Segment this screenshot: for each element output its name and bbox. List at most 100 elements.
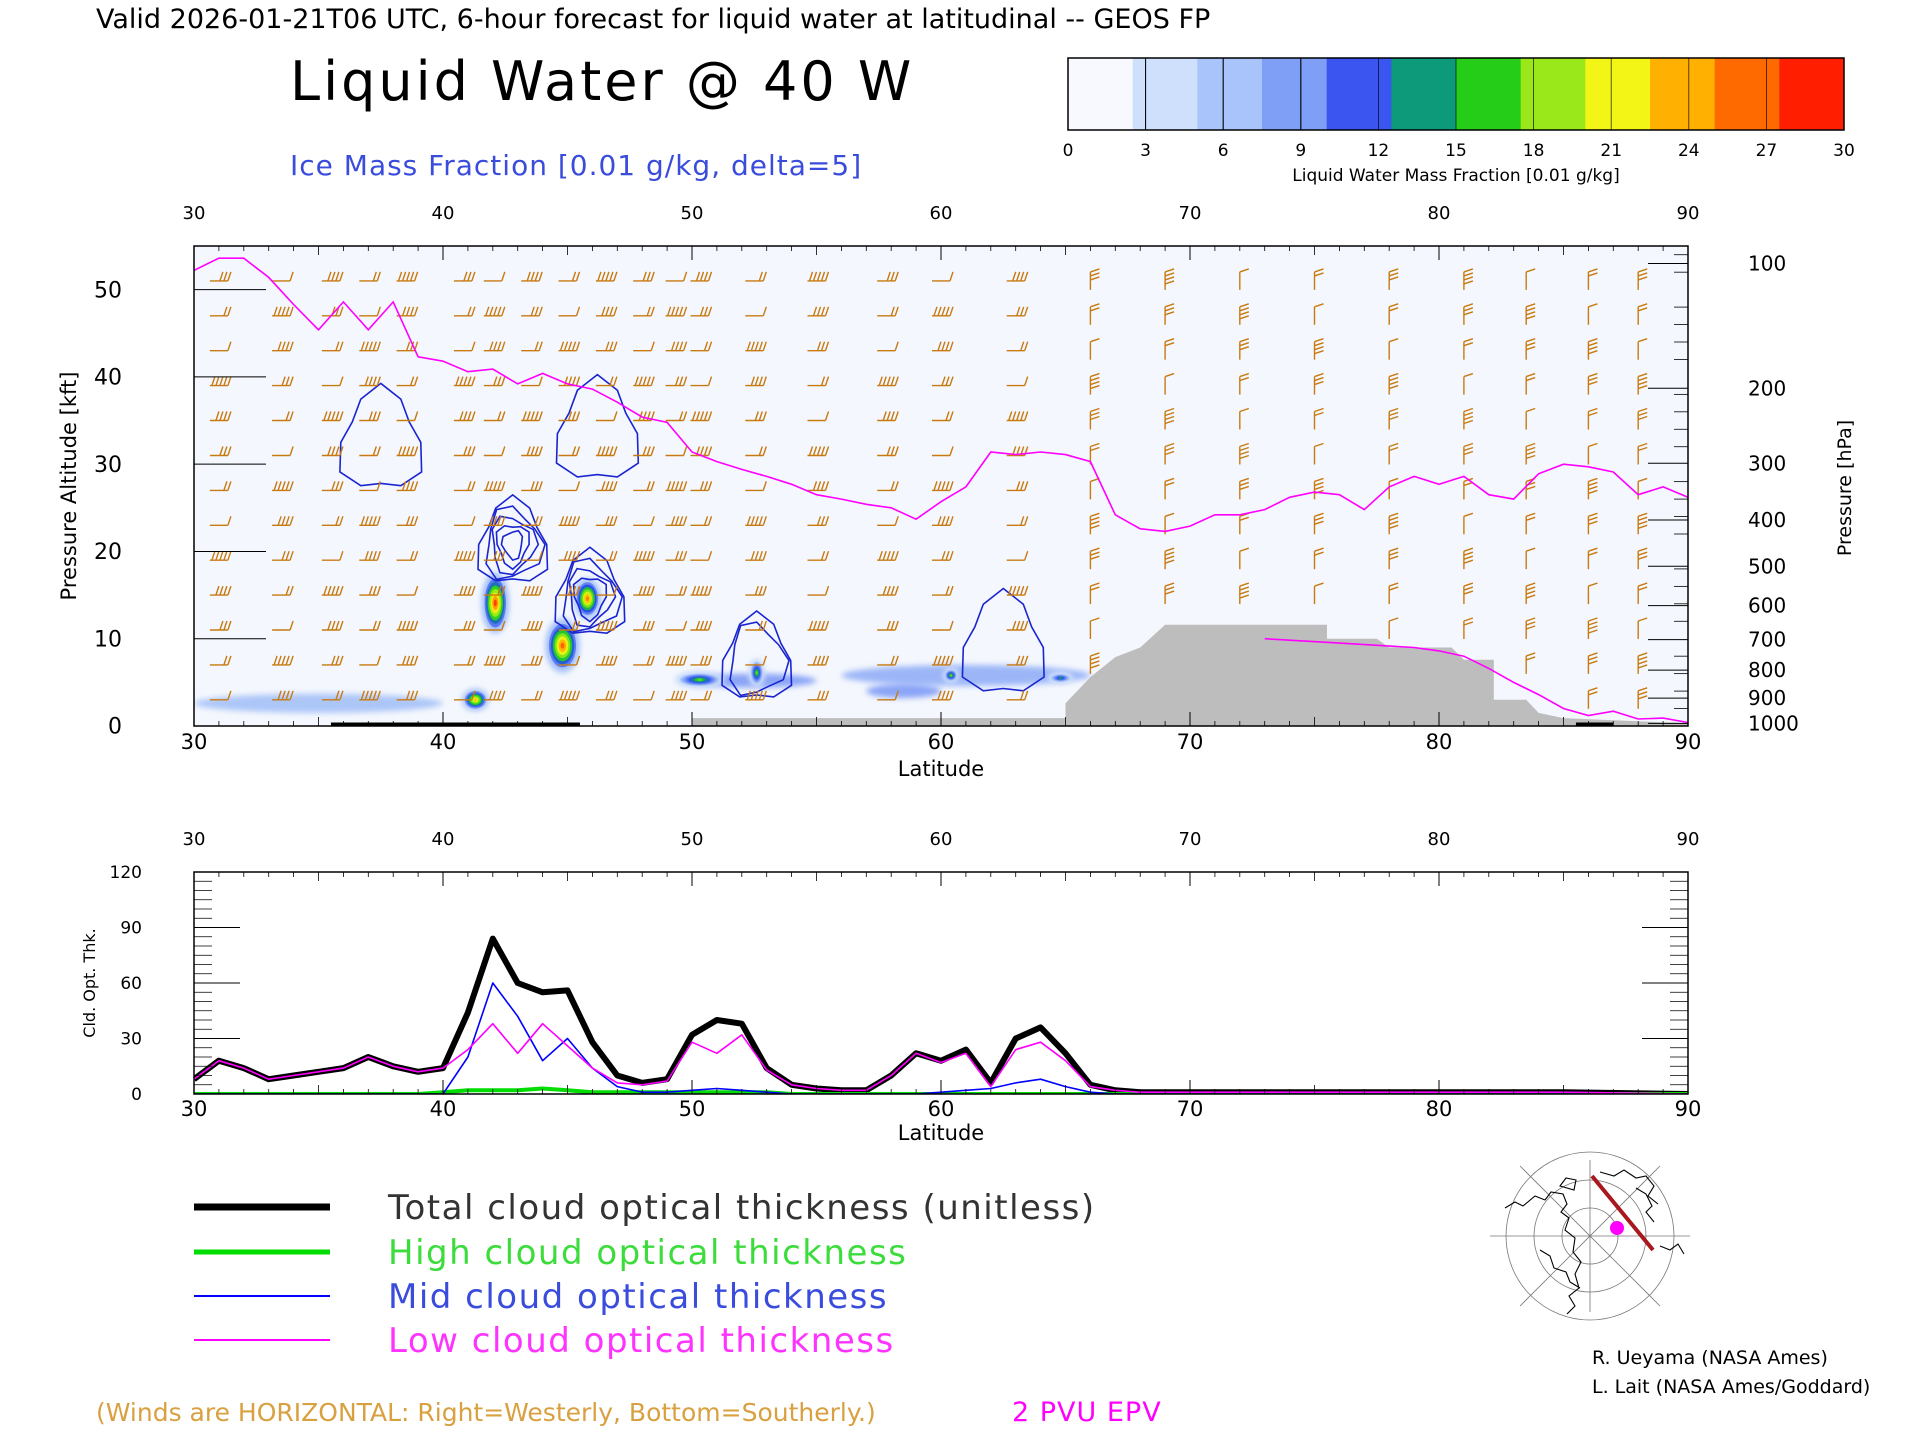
wind-barb-flag	[405, 690, 411, 701]
wind-barb-flag	[1525, 590, 1536, 595]
wind-barb-flag	[1090, 338, 1100, 343]
wind-barb-flag	[227, 690, 232, 701]
wind-barb-flag	[467, 306, 472, 317]
wind-barb-flag	[413, 271, 419, 282]
wind-barb	[1006, 655, 1029, 666]
wind-barb-flag	[1637, 415, 1648, 421]
colorbar-tick-label: 18	[1523, 141, 1545, 161]
wind-barb-flag	[1090, 652, 1100, 657]
wind-barb	[483, 411, 506, 422]
wind-barb	[932, 306, 954, 317]
wind-barb-flag	[678, 411, 684, 421]
wind-barb-flag	[1314, 303, 1324, 308]
wind-barb-flag	[1637, 664, 1648, 669]
wind-barb-flag	[750, 516, 755, 526]
wind-barb	[1089, 547, 1100, 570]
wind-barb-flag	[501, 550, 506, 561]
wind-barb-flag	[646, 620, 651, 631]
map-site-marker	[1610, 1221, 1624, 1235]
wind-barb	[665, 446, 688, 457]
wind-barb-flag	[1637, 376, 1648, 382]
wind-barb	[359, 620, 381, 631]
wind-barb-flag	[567, 516, 573, 526]
wind-barb-flag	[459, 376, 464, 386]
wind-barb-flag	[339, 306, 344, 317]
wind-barb-flag	[1588, 376, 1598, 382]
wind-barb-flag	[890, 376, 895, 386]
wind-barb-flag	[1388, 380, 1399, 386]
wind-barb-flag	[455, 550, 460, 561]
wind-barb-flag	[489, 516, 494, 526]
credit-line-2: L. Lait (NASA Ames/Goddard)	[1592, 1376, 1870, 1398]
wind-barb-flag	[538, 550, 543, 561]
wind-barb-flag	[949, 690, 954, 701]
wind-barb-flag	[707, 655, 713, 666]
wind-barb-flag	[691, 411, 697, 421]
wind-barb-flag	[949, 341, 954, 351]
wind-barb-flag	[1388, 586, 1399, 591]
wind-barb-flag	[1588, 582, 1598, 587]
wind-barb-flag	[1388, 338, 1399, 343]
wind-barb-flag	[409, 306, 415, 317]
wind-barb-flag	[674, 690, 680, 701]
wind-barb-flag	[372, 446, 377, 456]
wind-barb-flag	[949, 516, 954, 526]
wind-barb	[665, 550, 688, 561]
wind-barb	[521, 655, 543, 666]
wind-barb	[1525, 268, 1536, 290]
wind-barb-flag	[538, 271, 543, 282]
wind-barb-flag	[646, 585, 651, 596]
wind-barb-flag	[372, 585, 377, 596]
wind-barb-flag	[1637, 547, 1648, 552]
wind-barb-flag	[409, 341, 415, 351]
wind-barb-flag	[372, 271, 377, 282]
wind-barb-flag	[1637, 656, 1648, 661]
wind-barb-flag	[1525, 442, 1536, 448]
wind-barb-flag	[413, 376, 419, 386]
wind-barb-flag	[413, 446, 419, 456]
wind-barb-flag	[1388, 303, 1399, 308]
wind-barb-flag	[281, 655, 286, 666]
wind-barb-flag	[413, 411, 419, 421]
wind-barb-flag	[1024, 376, 1029, 386]
wind-barb-flag	[674, 306, 680, 317]
wind-barb-flag	[650, 341, 655, 351]
wind-barb-flag	[674, 341, 680, 351]
x-tick-label: 30	[181, 730, 208, 754]
wind-barb-flag	[650, 550, 655, 561]
wind-barb-flag	[463, 550, 468, 561]
wind-barb-flag	[816, 655, 822, 666]
wind-barb	[1587, 442, 1598, 465]
wind-barb	[521, 446, 543, 457]
wind-barb-flag	[949, 655, 954, 666]
wind-barb-flag	[1388, 372, 1399, 378]
wind-barb-flag	[538, 341, 543, 351]
wind-barb	[807, 655, 830, 666]
wind-barb-flag	[538, 481, 543, 491]
wind-barb-flag	[219, 411, 224, 421]
wind-barb-flag	[281, 481, 286, 491]
colorbar-cell	[1650, 58, 1716, 130]
wind-barb-flag	[1239, 446, 1250, 452]
wind-barb-flag	[1388, 407, 1399, 413]
wind-barb	[1587, 547, 1598, 570]
wind-barb-flag	[1090, 656, 1100, 661]
wind-barb-flag	[413, 690, 419, 701]
wind-barb-flag	[601, 655, 606, 666]
wind-barb	[877, 516, 899, 526]
wind-barb	[877, 550, 899, 561]
wind-barb-flag	[1012, 585, 1017, 596]
wind-barb	[745, 306, 767, 317]
wind-barb-flag	[413, 655, 419, 666]
colorbar-cell	[1068, 58, 1134, 130]
wind-barb-flag	[682, 376, 688, 386]
wind-barb	[1388, 372, 1399, 395]
optical-thickness-series	[194, 935, 1688, 1094]
wind-barb-flag	[699, 585, 705, 596]
wind-barb	[690, 376, 713, 387]
wind-barb-flag	[571, 620, 577, 631]
wind-barb-flag	[1020, 620, 1025, 631]
pressure-tick-label: 1000	[1748, 711, 1799, 735]
wind-barb	[209, 585, 232, 596]
wind-barb-flag	[638, 376, 643, 386]
